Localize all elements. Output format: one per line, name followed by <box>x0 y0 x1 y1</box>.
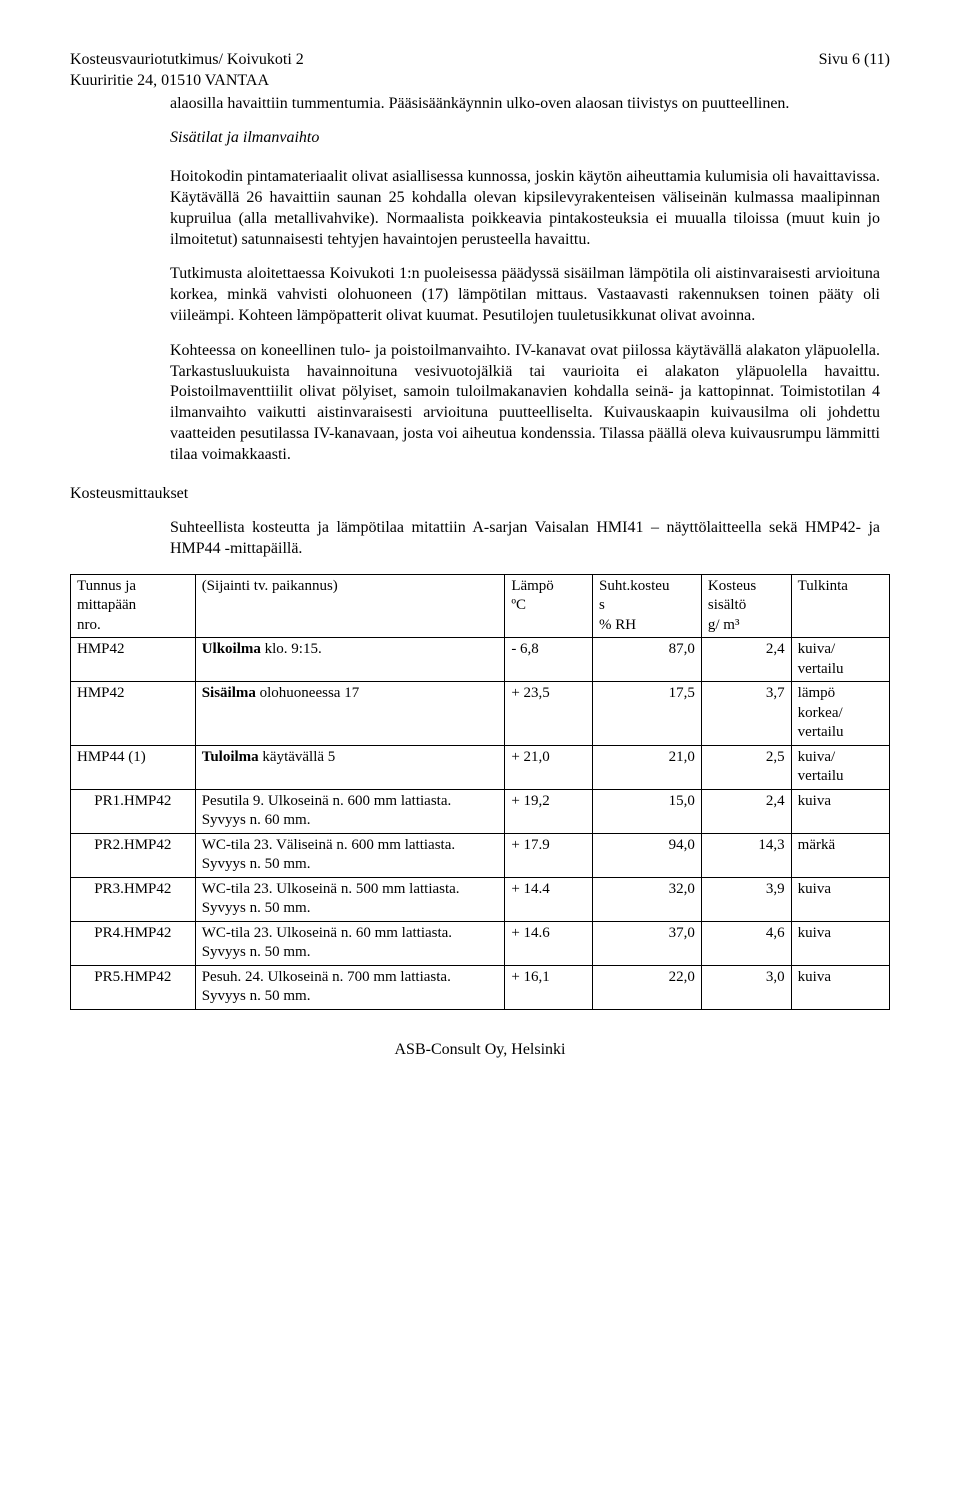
cell-g: 3,9 <box>701 877 791 921</box>
cell-interpretation: kuiva/ vertailu <box>791 745 889 789</box>
cell-temp: + 19,2 <box>505 789 593 833</box>
cell-id: PR2.HMP42 <box>71 833 196 877</box>
cell-rh: 37,0 <box>593 921 702 965</box>
body-content: alaosilla havaittiin tummentumia. Pääsis… <box>170 94 880 466</box>
cell-interpretation: kuiva <box>791 921 889 965</box>
cell-interpretation: kuiva <box>791 877 889 921</box>
cell-id: PR3.HMP42 <box>71 877 196 921</box>
cell-temp: - 6,8 <box>505 638 593 682</box>
table-row: HMP42Sisäilma olohuoneessa 17+ 23,517,53… <box>71 682 890 746</box>
cell-interpretation: kuiva <box>791 965 889 1009</box>
header-page-number: Sivu 6 (11) <box>819 50 890 92</box>
th-rh: Suht.kosteu s % RH <box>593 574 702 638</box>
cell-rh: 21,0 <box>593 745 702 789</box>
intro-paragraph: alaosilla havaittiin tummentumia. Pääsis… <box>170 94 880 115</box>
cell-location: Ulkoilma klo. 9:15. <box>195 638 505 682</box>
section1-para-3: Kohteessa on koneellinen tulo- ja poisto… <box>170 341 880 466</box>
th-g: Kosteus sisältö g/ m³ <box>701 574 791 638</box>
cell-interpretation: kuiva <box>791 789 889 833</box>
cell-location: Tuloilma käytävällä 5 <box>195 745 505 789</box>
moisture-measurement-table: Tunnus ja mittapään nro. (Sijainti tv. p… <box>70 574 890 1010</box>
cell-rh: 15,0 <box>593 789 702 833</box>
cell-rh: 17,5 <box>593 682 702 746</box>
section1-para-1: Hoitokodin pintamateriaalit olivat asial… <box>170 167 880 250</box>
th-temp: Lämpö ºC <box>505 574 593 638</box>
page-footer: ASB-Consult Oy, Helsinki <box>70 1040 890 1061</box>
table-row: HMP44 (1)Tuloilma käytävällä 5+ 21,021,0… <box>71 745 890 789</box>
cell-rh: 87,0 <box>593 638 702 682</box>
cell-g: 2,4 <box>701 638 791 682</box>
cell-g: 2,4 <box>701 789 791 833</box>
header-title: Kosteusvauriotutkimus/ Koivukoti 2 Kuuri… <box>70 50 304 92</box>
cell-temp: + 16,1 <box>505 965 593 1009</box>
header-title-line1: Kosteusvauriotutkimus/ Koivukoti 2 <box>70 51 304 68</box>
cell-g: 4,6 <box>701 921 791 965</box>
cell-id: HMP42 <box>71 638 196 682</box>
table-row: PR1.HMP42Pesutila 9. Ulkoseinä n. 600 mm… <box>71 789 890 833</box>
cell-location: WC-tila 23. Ulkoseinä n. 60 mm lattiasta… <box>195 921 505 965</box>
cell-temp: + 21,0 <box>505 745 593 789</box>
cell-g: 2,5 <box>701 745 791 789</box>
cell-g: 3,0 <box>701 965 791 1009</box>
cell-interpretation: kuiva/ vertailu <box>791 638 889 682</box>
table-row: PR4.HMP42WC-tila 23. Ulkoseinä n. 60 mm … <box>71 921 890 965</box>
th-id: Tunnus ja mittapään nro. <box>71 574 196 638</box>
table-header-row: Tunnus ja mittapään nro. (Sijainti tv. p… <box>71 574 890 638</box>
section2-intro: Suhteellista kosteutta ja lämpötilaa mit… <box>170 518 880 560</box>
cell-id: HMP44 (1) <box>71 745 196 789</box>
header-title-line2: Kuuriritie 24, 01510 VANTAA <box>70 72 269 89</box>
cell-id: PR1.HMP42 <box>71 789 196 833</box>
cell-interpretation: lämpö korkea/ vertailu <box>791 682 889 746</box>
page-header: Kosteusvauriotutkimus/ Koivukoti 2 Kuuri… <box>70 50 890 92</box>
cell-rh: 94,0 <box>593 833 702 877</box>
section-heading-kosteusmittaukset: Kosteusmittaukset <box>70 484 890 505</box>
cell-rh: 22,0 <box>593 965 702 1009</box>
cell-rh: 32,0 <box>593 877 702 921</box>
cell-location: WC-tila 23. Ulkoseinä n. 500 mm lattiast… <box>195 877 505 921</box>
section1-para-2: Tutkimusta aloitettaessa Koivukoti 1:n p… <box>170 264 880 326</box>
th-location: (Sijainti tv. paikannus) <box>195 574 505 638</box>
cell-interpretation: märkä <box>791 833 889 877</box>
cell-location: Pesutila 9. Ulkoseinä n. 600 mm lattiast… <box>195 789 505 833</box>
section2-body: Suhteellista kosteutta ja lämpötilaa mit… <box>170 518 880 560</box>
cell-temp: + 23,5 <box>505 682 593 746</box>
cell-location: Pesuh. 24. Ulkoseinä n. 700 mm lattiasta… <box>195 965 505 1009</box>
cell-id: HMP42 <box>71 682 196 746</box>
cell-location: Sisäilma olohuoneessa 17 <box>195 682 505 746</box>
cell-g: 3,7 <box>701 682 791 746</box>
table-row: HMP42Ulkoilma klo. 9:15.- 6,887,02,4kuiv… <box>71 638 890 682</box>
cell-temp: + 14.6 <box>505 921 593 965</box>
cell-id: PR4.HMP42 <box>71 921 196 965</box>
table-row: PR3.HMP42WC-tila 23. Ulkoseinä n. 500 mm… <box>71 877 890 921</box>
cell-location: WC-tila 23. Väliseinä n. 600 mm lattiast… <box>195 833 505 877</box>
cell-g: 14,3 <box>701 833 791 877</box>
section-heading-sisatilat: Sisätilat ja ilmanvaihto <box>170 128 880 149</box>
cell-temp: + 17.9 <box>505 833 593 877</box>
cell-temp: + 14.4 <box>505 877 593 921</box>
table-row: PR5.HMP42Pesuh. 24. Ulkoseinä n. 700 mm … <box>71 965 890 1009</box>
cell-id: PR5.HMP42 <box>71 965 196 1009</box>
table-row: PR2.HMP42WC-tila 23. Väliseinä n. 600 mm… <box>71 833 890 877</box>
th-interpretation: Tulkinta <box>791 574 889 638</box>
